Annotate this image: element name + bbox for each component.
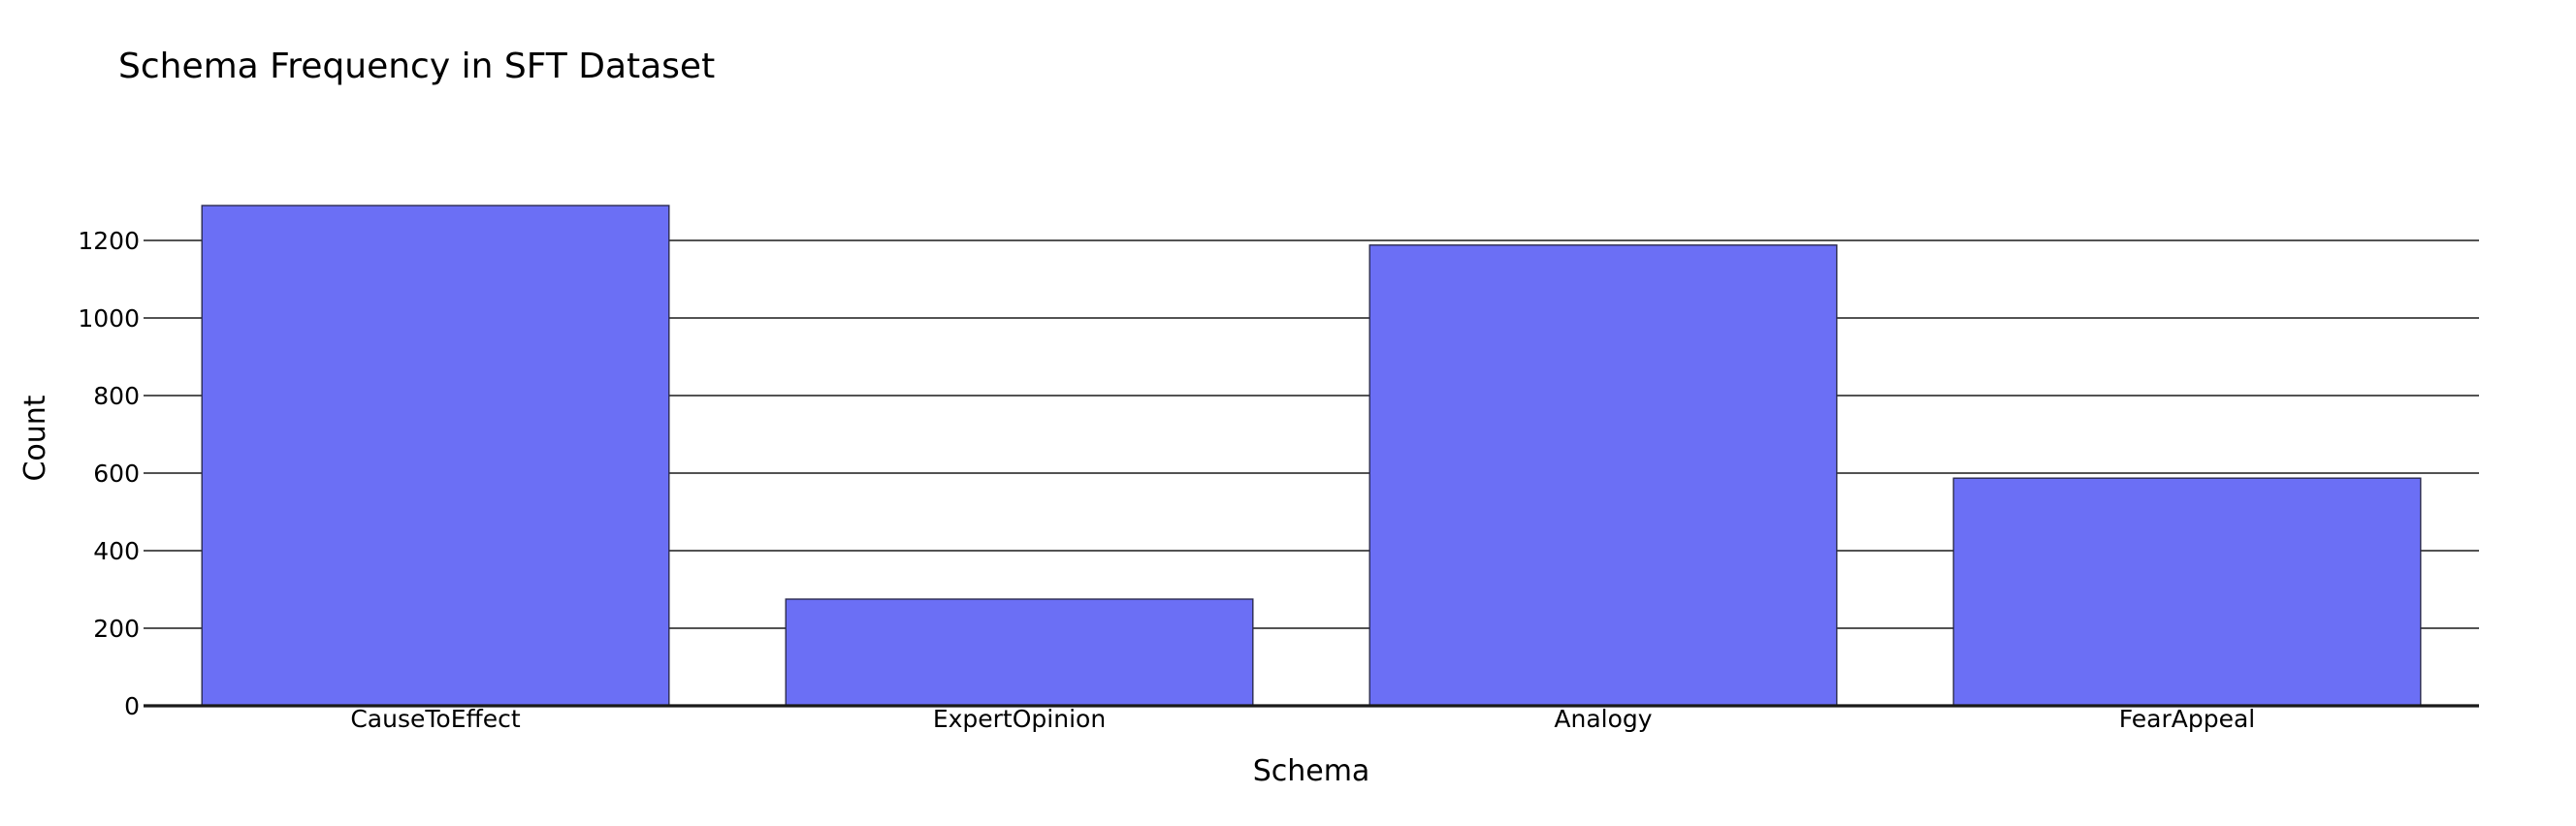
x-tick-label: FearAppeal [2119,705,2255,733]
x-tick-label: CauseToEffect [350,705,520,733]
bars [201,205,2422,707]
y-tick-label: 0 [124,692,140,720]
y-tick-label: 1000 [78,304,140,333]
x-axis-ticks: CauseToEffect ExpertOpinion Analogy FearApp… [350,705,2255,733]
x-tick-label: ExpertOpinion [933,705,1106,733]
bar-expertopinion [785,598,1254,707]
y-tick-label: 600 [93,460,140,488]
y-axis-ticks: 0 200 400 600 800 1000 1200 [78,227,140,720]
bar-fearappeal [1952,477,2422,707]
bar-causetoeffect [201,205,670,707]
chart-title: Schema Frequency in SFT Dataset [118,47,715,86]
y-axis-title: Count [18,395,52,481]
y-tick-label: 400 [93,537,140,565]
x-axis-title: Schema [1253,754,1370,788]
bar-analogy [1368,244,1838,707]
x-tick-label: Analogy [1554,705,1652,733]
y-tick-label: 1200 [78,227,140,255]
y-tick-label: 200 [93,615,140,643]
y-tick-label: 800 [93,382,140,410]
